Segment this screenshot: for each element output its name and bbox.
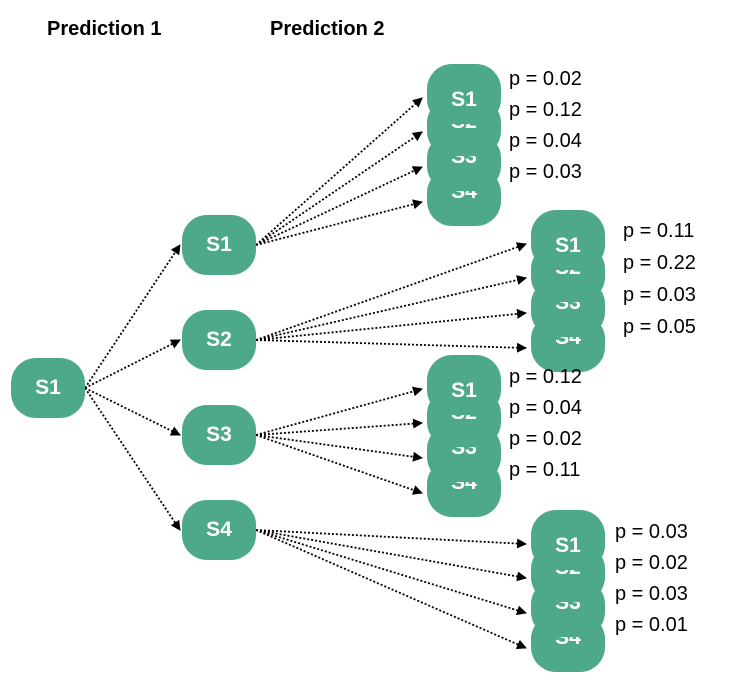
prediction2-node-s1-s1: S1 [427,64,501,124]
edge-s4-to-s1 [255,529,527,549]
edge-s4-to-s3 [255,529,527,616]
probability-label: p = 0.11 [623,220,695,242]
edge-s1-to-s4 [255,199,423,246]
edge-s2-to-s3 [255,308,527,341]
root-node-s1: S1 [11,358,85,418]
edge-s2-to-s1 [255,242,527,341]
prediction2-node-s4-s1: S1 [531,510,605,570]
edge-s2-to-s2 [255,275,527,341]
edge-s1-to-s3 [255,166,423,246]
probability-label: p = 0.11 [509,459,581,481]
edge-root-to-s3 [84,387,181,436]
probability-label: p = 0.22 [623,252,696,274]
edge-s1-to-s1 [255,97,423,246]
edge-s3-to-s3 [255,434,423,462]
edge-s3-to-s4 [255,434,423,495]
probability-label: p = 0.03 [615,583,688,605]
edge-s4-to-s4 [255,529,527,649]
probability-label: p = 0.12 [509,366,582,388]
edge-s2-to-s4 [255,339,527,353]
probability-label: p = 0.05 [623,316,696,338]
probability-label: p = 0.02 [509,68,582,90]
probability-label: p = 0.12 [509,99,582,121]
prediction1-node-s4: S4 [182,500,256,560]
probability-label: p = 0.03 [615,521,688,543]
probability-label: p = 0.01 [615,614,688,636]
edge-s4-to-s2 [255,529,527,582]
edge-s1-to-s2 [255,131,423,246]
probability-label: p = 0.02 [615,552,688,574]
probability-label: p = 0.03 [623,284,696,306]
edge-root-to-s4 [84,387,181,531]
probability-label: p = 0.02 [509,428,582,450]
prediction2-node-s2-s1: S1 [531,210,605,270]
edge-root-to-s1 [84,244,181,389]
probability-label: p = 0.04 [509,130,582,152]
probability-label: p = 0.03 [509,161,582,183]
prediction1-node-s1: S1 [182,215,256,275]
edge-s3-to-s1 [255,386,423,436]
probability-label: p = 0.04 [509,397,582,419]
edge-root-to-s2 [84,339,181,389]
prediction-2-heading: Prediction 2 [270,18,385,40]
prediction1-node-s3: S3 [182,405,256,465]
prediction-1-heading: Prediction 1 [47,18,162,40]
prediction2-node-s3-s1: S1 [427,355,501,415]
prediction1-node-s2: S2 [182,310,256,370]
